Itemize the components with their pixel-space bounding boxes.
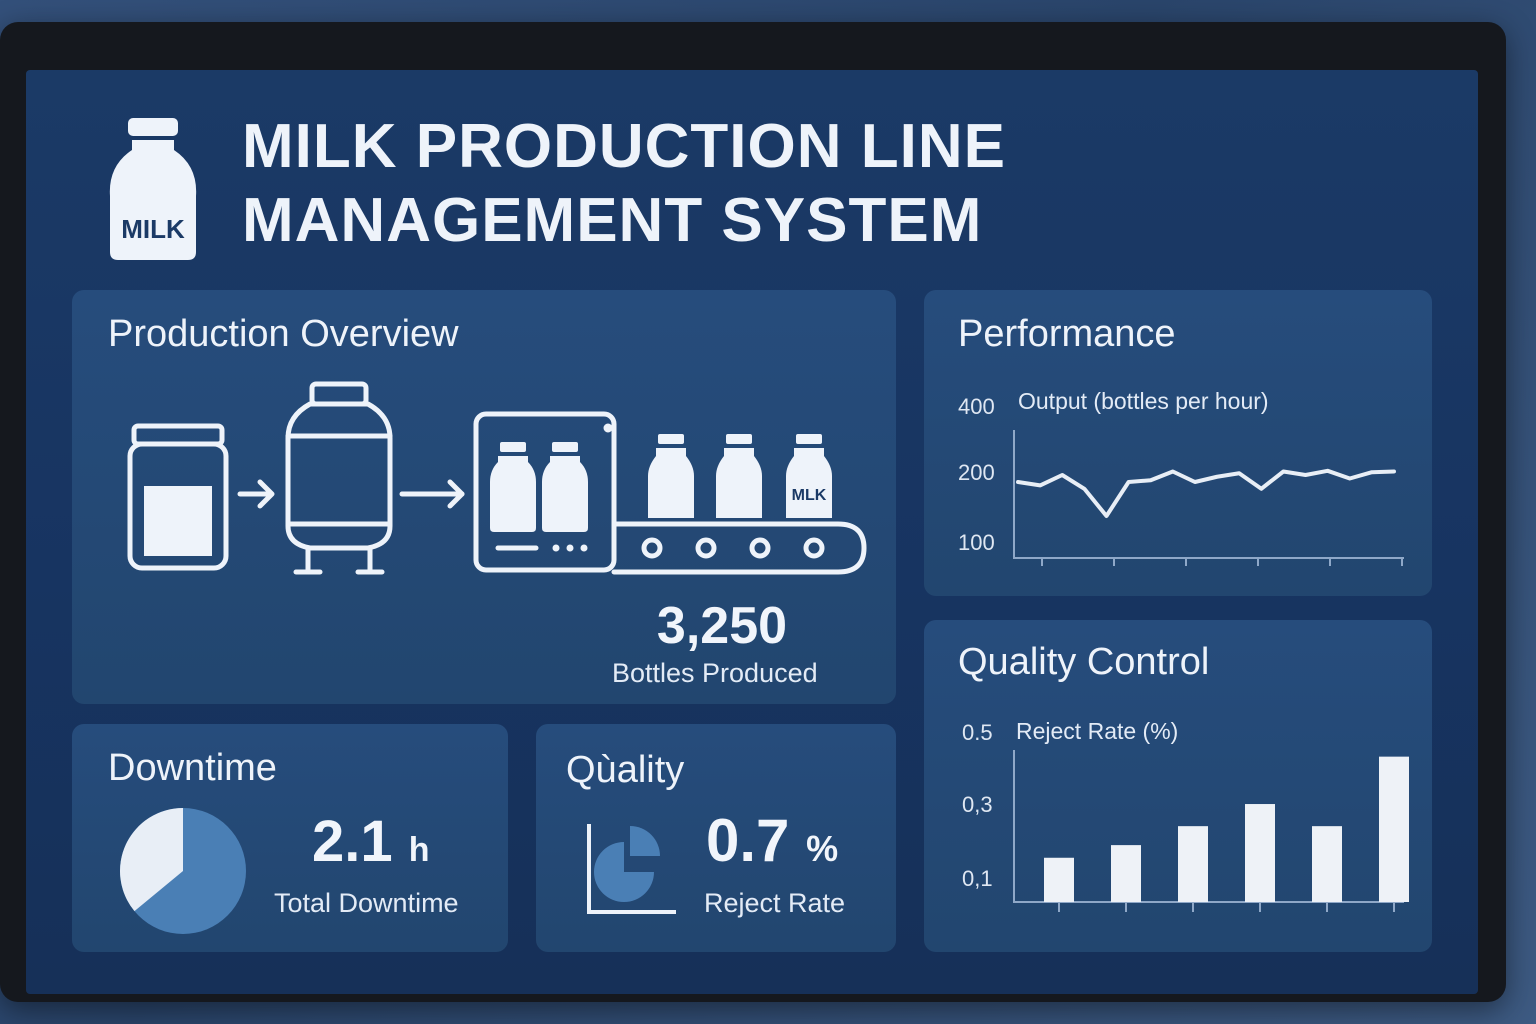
quality-title: Qùality <box>566 749 685 791</box>
page-title: MILK PRODUCTION LINE MANAGEMENT SYSTEM <box>242 110 1142 258</box>
y-tick-0-3: 0,3 <box>962 792 993 817</box>
bottle-label-text: MLK <box>792 487 827 504</box>
bottle-icon <box>716 434 762 518</box>
downtime-card[interactable]: Downtime 2.1 h Total Downtime <box>72 724 508 952</box>
output-series-line <box>1016 468 1396 518</box>
reject-rate-number: 0.7 <box>706 807 790 874</box>
downtime-title: Downtime <box>108 747 277 789</box>
dashboard-screen: MILK MILK PRODUCTION LINE MANAGEMENT SYS… <box>26 70 1478 994</box>
reject-rate-bar <box>1245 804 1275 902</box>
performance-ylabel: Output (bottles per hour) <box>1018 388 1269 414</box>
monitor-bezel: MILK MILK PRODUCTION LINE MANAGEMENT SYS… <box>0 22 1506 1002</box>
production-overview-card[interactable]: Production Overview <box>72 290 896 704</box>
quality-control-card[interactable]: Quality Control 0.5 0,3 0,1 Reject Rate … <box>924 620 1432 952</box>
y-tick-0-1: 0,1 <box>962 866 993 891</box>
logo-text: MILK <box>121 214 185 244</box>
arrow-right-icon <box>399 479 465 509</box>
reject-rate-unit: % <box>806 828 839 869</box>
performance-card[interactable]: Performance 400 200 100 Output (bottles … <box>924 290 1432 596</box>
filling-machine-icon <box>473 411 617 573</box>
y-tick-400: 400 <box>958 394 995 419</box>
downtime-value-unit: h <box>408 831 430 869</box>
bottles-produced-label: Bottles Produced <box>612 658 818 688</box>
output-line-chart <box>1013 430 1404 566</box>
title-line-2: MANAGEMENT SYSTEM <box>242 186 983 255</box>
downtime-label: Total Downtime <box>274 888 459 918</box>
bottle-icon <box>648 434 694 518</box>
title-line-1: MILK PRODUCTION LINE <box>242 112 1006 181</box>
reject-rate-bar <box>1312 826 1342 902</box>
downtime-pie-chart <box>119 808 246 934</box>
bottle-icon: MLK <box>786 434 832 518</box>
production-overview-title: Production Overview <box>108 313 459 355</box>
milk-bottle-logo-icon: MILK <box>109 118 197 260</box>
downtime-value: 2.1 h <box>312 808 430 875</box>
milk-jar-icon <box>127 423 229 571</box>
reject-rate-bar <box>1044 857 1074 902</box>
reject-rate-value: 0.7 % <box>706 806 838 875</box>
reject-rate-bar <box>1178 826 1208 902</box>
storage-tank-icon <box>285 381 393 575</box>
line-chart-axes <box>1013 430 1404 559</box>
downtime-value-number: 2.1 <box>312 809 393 874</box>
bottle-icon <box>542 442 588 532</box>
pie-slice-light <box>119 808 183 912</box>
reject-rate-label: Reject Rate <box>704 888 846 918</box>
y-tick-100: 100 <box>958 530 995 555</box>
reject-rate-bar-chart <box>1013 750 1409 912</box>
quality-card[interactable]: Qùality 0.7 % Reject Rate <box>536 724 896 952</box>
reject-rate-bar <box>1379 756 1409 902</box>
reject-rate-ylabel: Reject Rate (%) <box>1016 718 1179 744</box>
bottle-icon <box>490 442 536 532</box>
quality-control-title: Quality Control <box>958 641 1210 683</box>
y-tick-200: 200 <box>958 460 995 485</box>
production-flow-diagram: MLK <box>127 381 867 575</box>
bottles-produced-value: 3,250 <box>656 597 788 655</box>
y-tick-0-5: 0.5 <box>962 720 993 745</box>
reject-rate-bar <box>1111 845 1141 902</box>
conveyor-belt-icon <box>611 521 867 575</box>
arrow-right-icon <box>237 479 275 509</box>
performance-title: Performance <box>958 313 1176 355</box>
quality-chart-icon <box>587 824 676 914</box>
